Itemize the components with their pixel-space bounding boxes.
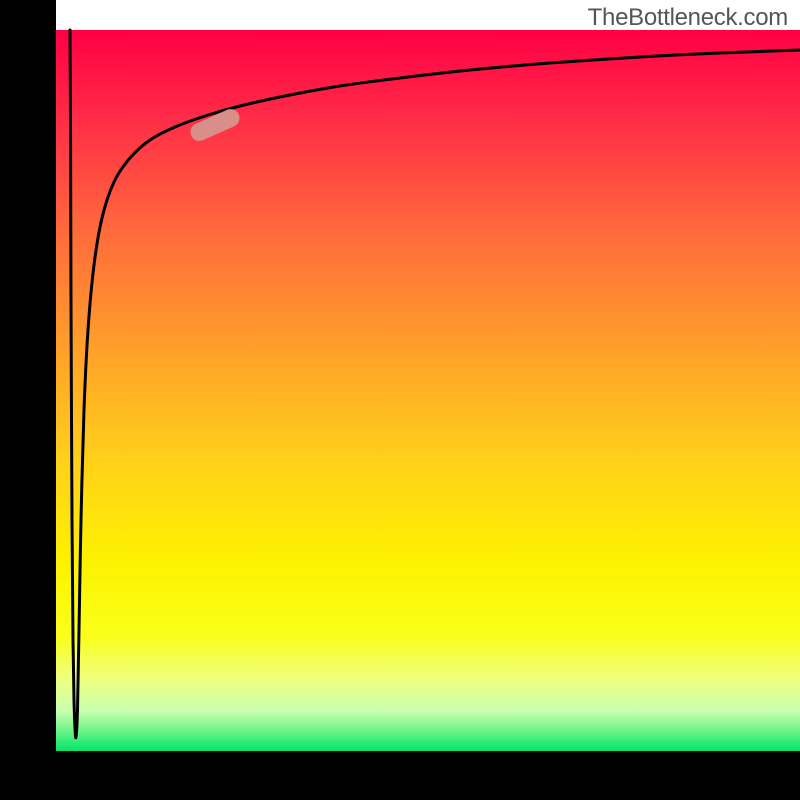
chart-container: TheBottleneck.com <box>0 0 800 800</box>
x-axis-strip <box>0 751 800 800</box>
plot-background <box>56 30 800 751</box>
chart-svg <box>0 0 800 800</box>
y-axis-strip <box>0 0 56 800</box>
watermark-text: TheBottleneck.com <box>588 4 788 32</box>
